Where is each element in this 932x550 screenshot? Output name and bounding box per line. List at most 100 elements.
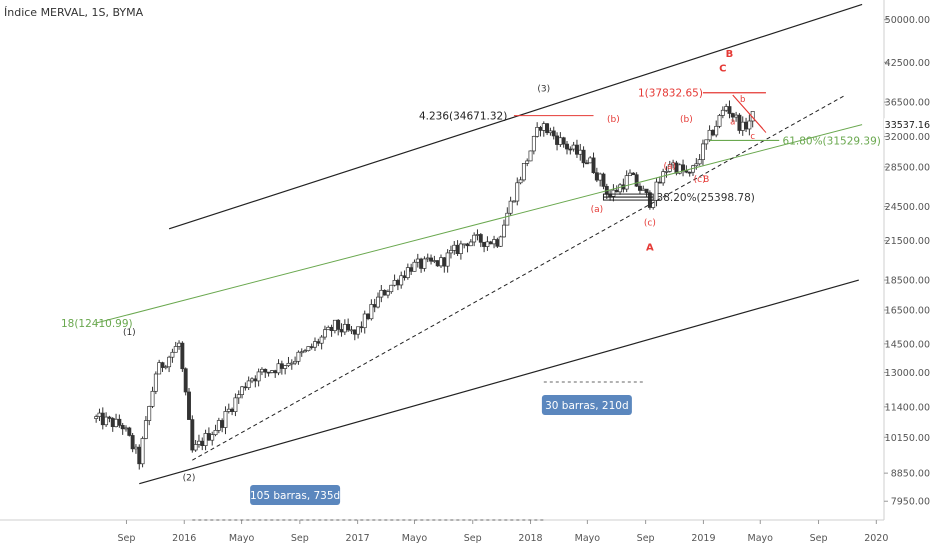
candle-body: [150, 390, 155, 407]
green-trend-line: [96, 124, 863, 324]
candle-body: [240, 386, 245, 395]
candle-body: [495, 239, 500, 247]
candle-body: [445, 252, 450, 267]
candle-body: [521, 162, 526, 181]
candle-body: [385, 291, 390, 296]
candle-body: [259, 368, 264, 373]
candle-body: [505, 212, 510, 226]
candle-body: [187, 391, 191, 420]
candle-body: [296, 351, 301, 362]
candle-body: [286, 362, 291, 366]
candle-body: [226, 408, 231, 412]
candle-body: [700, 143, 705, 160]
candle-body: [127, 427, 132, 436]
candle-body: [717, 115, 722, 127]
candle-body: [409, 267, 414, 272]
candle-body: [130, 435, 135, 450]
candle-body: [565, 143, 569, 150]
candle-body: [737, 114, 742, 131]
candle-body: [316, 341, 321, 344]
candle-body: [697, 159, 702, 165]
candle-body: [541, 123, 546, 131]
annotation-6: (2): [183, 474, 196, 484]
candle-body: [352, 329, 357, 335]
candle-body: [448, 250, 453, 254]
x-tick-label: 2018: [518, 533, 542, 544]
candle-body: [601, 173, 606, 187]
candle-body: [336, 319, 341, 330]
candle-body: [462, 243, 467, 246]
candle-body: [104, 416, 109, 426]
candle-body: [402, 275, 407, 279]
y-tick-label: 50000.00: [885, 15, 930, 26]
x-tick-label: 2019: [691, 533, 715, 544]
candle-body: [611, 189, 616, 197]
x-tick-label: Sep: [118, 533, 136, 544]
candle-body: [160, 362, 165, 368]
candle-body: [250, 378, 254, 382]
candle-body: [177, 342, 182, 347]
x-tick-label: Sep: [810, 533, 828, 544]
wave-label-extra-2: (c): [694, 175, 706, 185]
candle-body: [273, 370, 278, 374]
candle-body: [578, 149, 583, 155]
candle-body: [183, 368, 188, 393]
candle-body: [276, 363, 281, 374]
candle-body: [140, 438, 145, 465]
candle-body: [535, 127, 540, 137]
candle-body: [458, 243, 463, 254]
candle-body: [584, 162, 589, 165]
candle-body: [588, 157, 593, 164]
candle-body: [720, 109, 725, 116]
candle-body: [100, 412, 105, 426]
candle-body: [574, 144, 579, 155]
candle-body: [389, 284, 394, 293]
candle-body: [704, 139, 709, 145]
candle-body: [740, 121, 745, 131]
candle-body: [468, 241, 473, 247]
candle-body: [376, 296, 380, 308]
candle-body: [594, 172, 599, 181]
candle-body: [724, 106, 729, 111]
annotation-9: (b): [607, 115, 620, 125]
y-tick-label: 16500.00: [885, 306, 930, 317]
y-tick-label: 10150.00: [885, 433, 930, 444]
candle-body: [538, 127, 543, 131]
candle-body: [313, 341, 317, 348]
candle-body: [114, 418, 119, 428]
candle-body: [442, 257, 447, 267]
y-tick-label: 11400.00: [885, 402, 930, 413]
candle-body: [339, 329, 344, 333]
candle-body: [608, 193, 613, 197]
candle-body: [661, 171, 666, 184]
candle-body: [253, 378, 258, 382]
y-tick-label: 14500.00: [885, 339, 930, 350]
candle-body: [306, 346, 311, 352]
y-tick-label: 7950.00: [891, 497, 930, 508]
y-tick-label: 28500.00: [885, 162, 930, 173]
candle-body: [508, 200, 513, 214]
candle-body: [223, 411, 228, 428]
candle-body: [429, 257, 434, 262]
x-tick-label: Sep: [637, 533, 655, 544]
candle-body: [475, 234, 480, 236]
y-tick-label: 32000.00: [885, 132, 930, 143]
candle-body: [581, 149, 586, 164]
x-tick-label: Mayo: [575, 533, 601, 544]
candle-body: [744, 121, 749, 130]
candle-body: [190, 419, 195, 451]
candle-body: [309, 346, 314, 348]
annotation-1: 1(37832.65): [638, 88, 703, 100]
candle-body: [322, 329, 327, 338]
candle-body: [180, 342, 185, 370]
candle-body: [392, 280, 397, 286]
candle-body: [216, 420, 221, 431]
candle-body: [528, 150, 533, 162]
last-price-label: 33537.16: [885, 120, 930, 131]
candle-body: [502, 224, 506, 238]
x-tick-label: Sep: [464, 533, 482, 544]
range-label: 30 barras, 210d: [545, 400, 629, 412]
candle-body: [133, 446, 138, 450]
candle-body: [110, 418, 115, 428]
